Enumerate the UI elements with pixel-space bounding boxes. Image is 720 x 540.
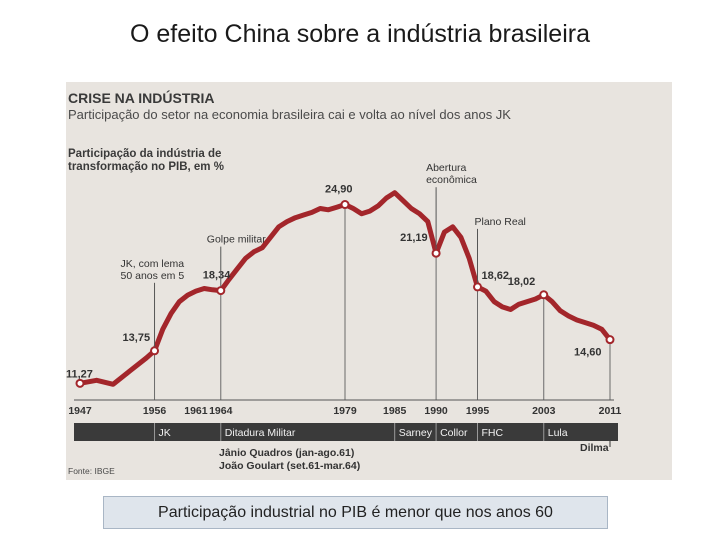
x-tick-label: 1995 xyxy=(466,405,490,417)
chart-title: CRISE NA INDÚSTRIA xyxy=(68,89,215,106)
data-point-label: 24,90 xyxy=(325,184,353,196)
data-point-marker xyxy=(473,282,482,292)
x-tick-label: 1985 xyxy=(383,405,407,417)
guide-lines xyxy=(154,204,611,400)
x-tick-labels: 1947 1956 1961 1964 1979 1985 1990 1995 2003 2011 xyxy=(68,405,621,417)
chart-panel: CRISE NA INDÚSTRIA Participação do setor… xyxy=(66,82,672,480)
annotation-label: Abertura xyxy=(426,162,466,174)
slide-title: O efeito China sobre a indústria brasile… xyxy=(130,20,590,48)
series-line xyxy=(77,190,613,387)
data-point-marker xyxy=(75,378,85,388)
x-tick-label: 2011 xyxy=(599,405,622,417)
period-label: JK xyxy=(159,427,171,439)
period-labels: JK Ditadura Militar Sarney Collor FHC Lula Dil… xyxy=(154,423,611,454)
data-point-marker xyxy=(605,335,615,345)
y-axis-label-line-1: Participação da indústria de xyxy=(68,148,221,160)
annotation-label: Plano Real xyxy=(475,216,526,228)
x-tick-label: 1964 xyxy=(209,405,233,417)
timeline-bar xyxy=(74,423,618,441)
data-point-marker xyxy=(216,286,226,296)
y-axis-label: Participação da indústria de transformaç… xyxy=(68,148,225,173)
period-note-goulart: João Goulart (set.61-mar.64) xyxy=(219,460,360,472)
x-tick-label: 1961 xyxy=(184,405,208,417)
data-point-label: 13,75 xyxy=(123,332,151,344)
data-point-marker xyxy=(539,290,549,300)
line-chart: CRISE NA INDÚSTRIA Participação do setor… xyxy=(66,89,622,476)
data-point-label: 18,02 xyxy=(508,276,536,288)
annotation-label: Golpe militar xyxy=(207,234,266,246)
x-tick-label: 2003 xyxy=(532,405,556,417)
data-point-label: 18,62 xyxy=(482,270,510,282)
data-point-label: 21,19 xyxy=(400,232,428,244)
series-layer xyxy=(77,190,613,387)
period-label: Dilma xyxy=(580,442,609,454)
x-tick-label: 1979 xyxy=(333,405,357,417)
annotation-label: 50 anos em 5 xyxy=(121,270,185,282)
period-label: Sarney xyxy=(399,427,433,439)
x-tick-label: 1956 xyxy=(143,405,167,417)
x-tick-label: 1947 xyxy=(68,405,92,417)
y-axis-label-line-2: transformação no PIB, em % xyxy=(68,161,224,173)
source-note: Fonte: IBGE xyxy=(68,466,115,476)
annotation-label: JK, com lema xyxy=(121,258,185,270)
data-point-marker xyxy=(431,248,441,258)
chart-subtitle: Participação do setor na economia brasil… xyxy=(68,107,511,122)
period-label: Collor xyxy=(440,427,468,439)
period-label: Lula xyxy=(548,427,568,439)
data-point-label: 18,34 xyxy=(203,270,231,282)
period-label: Ditadura Militar xyxy=(225,427,296,439)
data-point-marker xyxy=(150,346,160,356)
data-point-marker xyxy=(340,200,350,210)
x-tick-label: 1990 xyxy=(424,405,448,417)
data-point-label: 14,60 xyxy=(574,347,602,359)
period-label: FHC xyxy=(482,427,504,439)
caption-box: Participação industrial no PIB é menor q… xyxy=(103,496,608,529)
data-point-label: 11,27 xyxy=(66,368,93,380)
annotation-label: econômica xyxy=(426,174,477,186)
period-note-quadros: Jânio Quadros (jan-ago.61) xyxy=(219,447,354,459)
